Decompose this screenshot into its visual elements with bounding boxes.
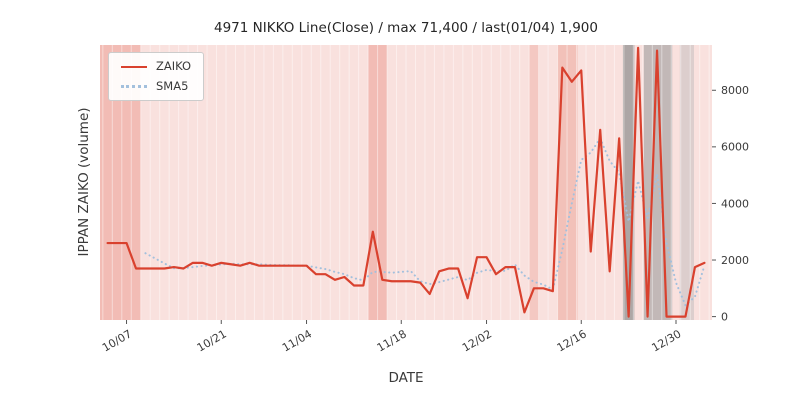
sma5-line [144, 137, 706, 307]
background-band [368, 45, 388, 320]
x-tick-label: 11/04 [280, 327, 314, 354]
y-tick-label: 6000 [721, 141, 749, 154]
background-band [622, 45, 635, 320]
x-tick-label: 10/21 [195, 327, 229, 354]
series-lines [106, 46, 706, 318]
x-axis-label: DATE [388, 370, 424, 386]
x-tick-label: 10/07 [100, 327, 134, 354]
y-axis-ticks: 0 2000 4000 6000 8000 [712, 84, 749, 323]
x-tick-label: 12/02 [460, 327, 494, 354]
legend-entry-zaiko: ZAIKO [121, 59, 192, 73]
sma5-line-sample [121, 84, 147, 88]
background-band [679, 45, 694, 320]
zaiko-line [106, 46, 706, 318]
y-tick-label: 8000 [721, 84, 749, 97]
y-tick-label: 4000 [721, 197, 749, 210]
x-axis-ticks: 10/07 10/21 11/04 11/18 12/02 12/16 12/30 [100, 320, 684, 354]
y-tick-label: 0 [721, 310, 728, 323]
x-tick-label: 11/18 [375, 327, 409, 354]
x-tick-label: 12/16 [555, 327, 589, 354]
x-tick-label: 12/30 [650, 327, 684, 354]
y-tick-label: 2000 [721, 254, 749, 267]
zaiko-line-sample [121, 65, 147, 68]
chart-title: 4971 NIKKO Line(Close) / max 71,400 / la… [214, 20, 598, 36]
legend-label-zaiko: ZAIKO [156, 59, 192, 73]
legend-entry-sma5: SMA5 [121, 78, 191, 93]
background-band [557, 45, 578, 320]
legend-label-sma5: SMA5 [156, 78, 189, 93]
legend: ZAIKO SMA5 [108, 52, 205, 101]
background-band [529, 45, 539, 320]
